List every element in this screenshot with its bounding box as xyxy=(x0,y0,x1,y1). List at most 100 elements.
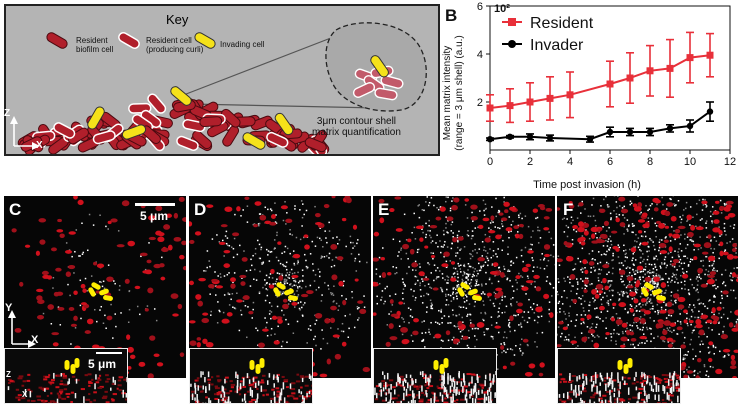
matrix-signal xyxy=(451,293,454,295)
inset-red-signal xyxy=(292,395,295,398)
inset-red-signal xyxy=(234,390,239,393)
inset-red-signal xyxy=(407,393,412,396)
inset-matrix-signal xyxy=(411,378,413,386)
inset-matrix-signal xyxy=(405,379,407,384)
resident-cell-signal xyxy=(223,249,231,254)
key-producing-line2: (producing curli) xyxy=(146,45,204,54)
inset-matrix-signal xyxy=(273,396,276,402)
matrix-signal xyxy=(693,306,696,309)
matrix-signal xyxy=(299,238,302,241)
inset-matrix-signal xyxy=(582,373,584,379)
matrix-signal xyxy=(721,273,723,276)
matrix-signal xyxy=(625,291,627,294)
resident-cell-signal xyxy=(664,225,670,229)
resident-cell-signal xyxy=(80,302,87,306)
inset-red-signal xyxy=(496,399,497,401)
inset-matrix-signal xyxy=(669,387,672,393)
matrix-signal xyxy=(232,247,235,250)
inset-matrix-signal xyxy=(200,371,202,378)
matrix-signal xyxy=(564,280,566,282)
matrix-signal xyxy=(96,320,98,323)
inset-red-signal xyxy=(413,385,419,388)
matrix-signal xyxy=(465,273,468,275)
matrix-signal xyxy=(639,295,642,298)
matrix-signal xyxy=(484,312,487,315)
resident-cell-signal xyxy=(634,283,640,288)
inset-red-signal xyxy=(213,393,219,396)
inset-matrix-signal xyxy=(392,401,394,403)
resident-cell-signal xyxy=(572,298,578,304)
inset-red-signal xyxy=(594,392,599,395)
matrix-signal xyxy=(696,284,699,286)
x-tick-label: 4 xyxy=(567,156,573,168)
matrix-signal xyxy=(392,266,394,268)
matrix-signal xyxy=(305,259,307,262)
matrix-signal xyxy=(218,309,220,312)
matrix-signal xyxy=(460,306,462,309)
matrix-signal xyxy=(706,283,708,285)
matrix-signal xyxy=(621,294,624,296)
matrix-signal xyxy=(454,288,457,291)
matrix-signal xyxy=(294,306,296,308)
resident-cell-signal xyxy=(518,233,524,240)
inset-red-signal xyxy=(620,399,626,402)
matrix-signal xyxy=(252,254,254,257)
inset-matrix-signal xyxy=(380,382,382,389)
matrix-signal xyxy=(241,277,243,279)
matrix-signal xyxy=(233,237,236,240)
matrix-signal xyxy=(577,345,579,347)
matrix-signal xyxy=(731,238,734,240)
inset-matrix-signal xyxy=(289,383,292,389)
matrix-signal xyxy=(681,268,684,270)
inset-matrix-signal xyxy=(236,379,239,388)
inset-red-signal xyxy=(397,394,400,397)
matrix-signal xyxy=(445,227,447,229)
matrix-signal xyxy=(626,295,629,298)
matrix-signal xyxy=(297,271,299,274)
matrix-signal xyxy=(471,235,473,237)
resident-cell-signal xyxy=(543,216,550,220)
matrix-signal xyxy=(446,275,448,278)
inset-red-signal xyxy=(50,392,53,395)
matrix-signal xyxy=(112,337,114,339)
matrix-signal xyxy=(426,306,428,309)
matrix-signal xyxy=(155,319,158,322)
inset-red-signal xyxy=(288,394,293,397)
inset-red-signal xyxy=(294,402,298,403)
inset-matrix-signal xyxy=(224,400,226,403)
resident-cell-signal xyxy=(429,225,438,229)
matrix-signal xyxy=(363,306,366,308)
matrix-signal xyxy=(642,333,645,335)
inset-matrix-signal xyxy=(568,375,571,381)
matrix-signal xyxy=(683,272,685,274)
inset-red-signal xyxy=(661,398,665,401)
matrix-signal xyxy=(576,288,579,290)
matrix-signal xyxy=(278,273,281,275)
matrix-signal xyxy=(452,286,455,289)
matrix-signal xyxy=(695,225,697,228)
matrix-signal xyxy=(658,287,660,289)
inset-matrix-signal xyxy=(125,393,127,398)
matrix-signal xyxy=(296,320,299,323)
inset-matrix-signal xyxy=(649,382,651,386)
matrix-signal xyxy=(516,281,518,284)
inset-matrix-signal xyxy=(590,376,593,382)
matrix-signal xyxy=(466,315,468,317)
matrix-signal xyxy=(284,245,287,248)
matrix-signal xyxy=(443,255,445,258)
matrix-signal xyxy=(527,277,530,280)
matrix-signal xyxy=(378,256,381,259)
matrix-signal xyxy=(611,316,613,319)
matrix-signal xyxy=(144,268,147,271)
resident-cell-signal xyxy=(633,316,640,323)
matrix-signal xyxy=(711,264,713,267)
inset-red-signal xyxy=(214,397,219,400)
matrix-signal xyxy=(612,316,614,318)
matrix-signal xyxy=(519,343,522,346)
matrix-signal xyxy=(581,200,584,203)
matrix-signal xyxy=(488,235,491,238)
resident-cell-signal xyxy=(106,276,114,282)
matrix-signal xyxy=(391,304,394,306)
resident-cell-signal xyxy=(724,215,730,220)
matrix-signal xyxy=(594,307,596,310)
